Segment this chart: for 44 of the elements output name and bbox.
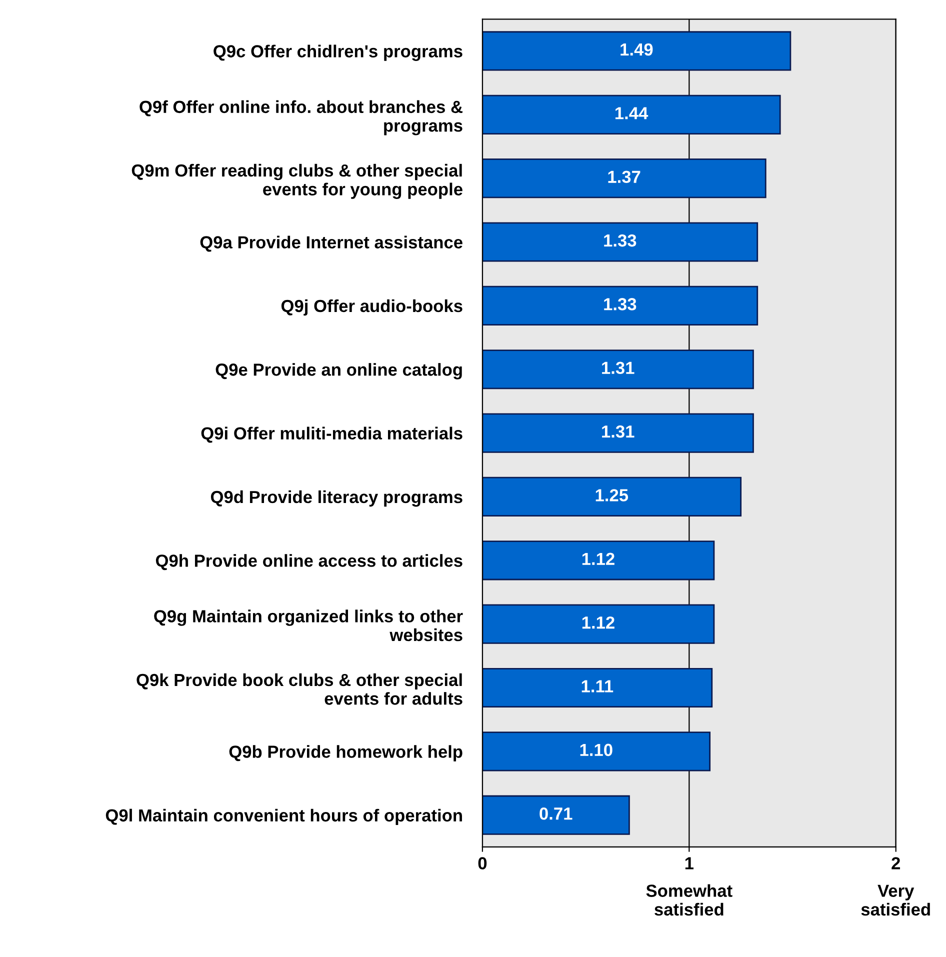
x-tick-label: 1 bbox=[685, 857, 694, 870]
data-label: 1.12 bbox=[582, 552, 614, 565]
y-tick-label: Q9c Offer chidlren's programs bbox=[214, 44, 462, 61]
y-tick-label: Q9j Offer audio-books bbox=[281, 299, 462, 316]
y-tick-label: Q9k Provide book clubs & other special events for adults bbox=[136, 673, 462, 705]
data-label: 1.11 bbox=[582, 680, 614, 692]
bar bbox=[482, 286, 758, 326]
y-tick-label: Q9a Provide Internet assistance bbox=[200, 236, 462, 252]
y-tick-label: Q9b Provide homework help bbox=[229, 745, 462, 762]
data-label: 1.10 bbox=[580, 744, 612, 756]
y-tick-label: Q9i Offer muliti-media materials bbox=[201, 426, 462, 443]
y-tick-label: Q9g Maintain organized links to other websites bbox=[154, 610, 463, 642]
bar bbox=[482, 222, 758, 262]
y-tick-label: Q9m Offer reading clubs & other special events for young people bbox=[132, 164, 462, 199]
bar bbox=[482, 540, 715, 580]
bar bbox=[482, 795, 630, 835]
y-tick-label: Q9d Provide literacy programs bbox=[210, 490, 462, 507]
x-tick-label: 0 bbox=[478, 857, 487, 870]
data-label: 1.31 bbox=[602, 362, 634, 374]
bar bbox=[482, 413, 754, 453]
data-label: 1.33 bbox=[604, 234, 636, 247]
bar bbox=[482, 732, 711, 772]
data-label: 0.71 bbox=[540, 807, 572, 820]
bar bbox=[482, 158, 766, 198]
bar bbox=[482, 668, 713, 708]
text: Somewhat satisfied bbox=[646, 884, 732, 916]
data-label: 1.25 bbox=[596, 489, 628, 502]
data-label: 1.49 bbox=[620, 43, 653, 56]
data-label: 1.33 bbox=[604, 298, 636, 310]
bar bbox=[482, 350, 754, 390]
x-tick-label: 2 bbox=[892, 857, 900, 870]
bar bbox=[482, 31, 792, 71]
bar bbox=[482, 604, 715, 644]
bar bbox=[482, 94, 781, 134]
data-label: 1.37 bbox=[608, 170, 640, 184]
data-label: 1.12 bbox=[582, 616, 614, 629]
data-label: 1.44 bbox=[615, 107, 648, 120]
y-tick-label: Q9e Provide an online catalog bbox=[216, 363, 462, 380]
data-label: 1.31 bbox=[602, 425, 634, 438]
text: Very satisfied bbox=[861, 884, 930, 916]
y-tick-label: Q9f Offer online info. about branches & programs bbox=[140, 100, 462, 136]
bar bbox=[482, 476, 742, 517]
y-tick-label: Q9l Maintain convenient hours of operation bbox=[106, 808, 462, 825]
y-tick-label: Q9h Provide online access to articles bbox=[156, 554, 462, 570]
